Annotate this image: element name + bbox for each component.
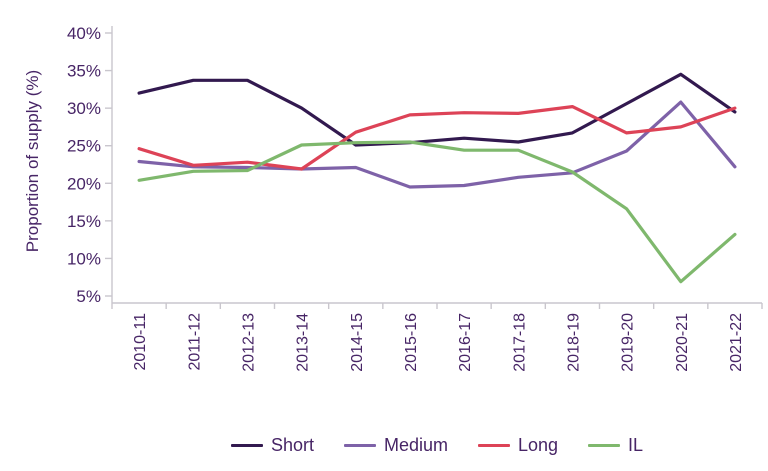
x-tick-label: 2017-18	[511, 313, 528, 372]
x-tick-label: 2018-19	[565, 313, 582, 372]
x-tick-label: 2012-13	[240, 313, 257, 372]
y-tick-label: 25%	[67, 137, 101, 156]
x-tick-label: 2014-15	[349, 313, 366, 372]
legend-swatch-medium	[343, 443, 376, 447]
x-tick-label: 2020-21	[674, 313, 691, 372]
x-tick-label: 2019-20	[620, 313, 637, 372]
series-line-medium	[137, 100, 737, 189]
legend-item-long: Long	[478, 435, 558, 456]
x-tick-label: 2021-22	[728, 313, 745, 372]
x-tick-label: 2011-12	[186, 313, 203, 371]
legend-label-short: Short	[270, 434, 314, 455]
legend-swatch-il	[588, 443, 621, 447]
x-tick-label: 2016-17	[457, 313, 474, 372]
series-line-short	[137, 72, 737, 147]
y-tick-label: 5%	[76, 287, 101, 306]
legend-item-il: IL	[588, 435, 643, 456]
legend-label-long: Long	[518, 434, 559, 455]
x-tick-label: 2010-11	[132, 313, 149, 371]
legend-label-medium: Medium	[383, 434, 448, 455]
legend-swatch-short	[230, 443, 263, 447]
x-tick-label: 2013-14	[295, 313, 312, 372]
legend-label-il: IL	[628, 434, 644, 455]
legend-item-medium: Medium	[343, 434, 448, 456]
x-tick-label: 2015-16	[403, 313, 420, 372]
series-line-long	[137, 104, 737, 171]
legend: Short Medium Long IL	[112, 430, 762, 460]
y-tick-label: 40%	[67, 24, 101, 43]
y-tick-label: 15%	[67, 212, 101, 231]
legend-swatch-long	[478, 443, 510, 447]
legend-item-short: Short	[230, 434, 314, 456]
y-tick-label: 10%	[67, 249, 101, 268]
y-tick-label: 20%	[67, 174, 101, 193]
series-line-il	[137, 140, 737, 284]
y-tick-label: 35%	[67, 62, 101, 81]
y-tick-label: 30%	[67, 99, 101, 118]
